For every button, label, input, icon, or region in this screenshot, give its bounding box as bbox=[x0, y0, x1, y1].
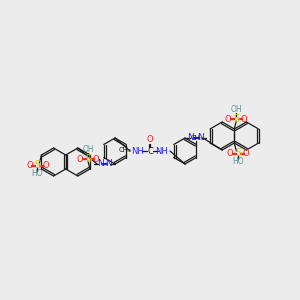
Text: CH₃: CH₃ bbox=[191, 134, 204, 140]
Text: O: O bbox=[241, 115, 247, 124]
Text: N: N bbox=[196, 134, 203, 142]
Text: O: O bbox=[147, 136, 153, 145]
Text: HO: HO bbox=[232, 158, 244, 166]
Text: OH: OH bbox=[230, 106, 242, 115]
Text: O: O bbox=[76, 154, 83, 164]
Text: CH₃: CH₃ bbox=[119, 148, 132, 154]
Text: N: N bbox=[106, 160, 112, 169]
Text: NH: NH bbox=[132, 146, 144, 155]
Text: O: O bbox=[26, 160, 33, 169]
Text: N: N bbox=[97, 160, 104, 169]
Text: O: O bbox=[42, 160, 49, 169]
Text: OH: OH bbox=[82, 146, 94, 154]
Text: NH: NH bbox=[156, 146, 168, 155]
Text: O: O bbox=[93, 154, 99, 164]
Text: N: N bbox=[188, 134, 194, 142]
Text: O: O bbox=[225, 115, 232, 124]
Text: C: C bbox=[147, 146, 153, 155]
Text: S: S bbox=[85, 154, 91, 164]
Text: S: S bbox=[34, 160, 40, 170]
Text: HO: HO bbox=[32, 169, 43, 178]
Text: O: O bbox=[243, 148, 250, 158]
Text: S: S bbox=[233, 114, 239, 124]
Text: S: S bbox=[235, 148, 242, 158]
Text: O: O bbox=[227, 148, 234, 158]
